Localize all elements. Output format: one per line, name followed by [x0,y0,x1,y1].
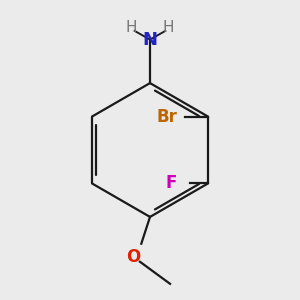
Text: Br: Br [156,107,177,125]
Text: H: H [163,20,175,35]
Text: O: O [126,248,140,266]
Text: N: N [142,31,158,49]
Text: H: H [125,20,137,35]
Text: F: F [166,175,177,193]
